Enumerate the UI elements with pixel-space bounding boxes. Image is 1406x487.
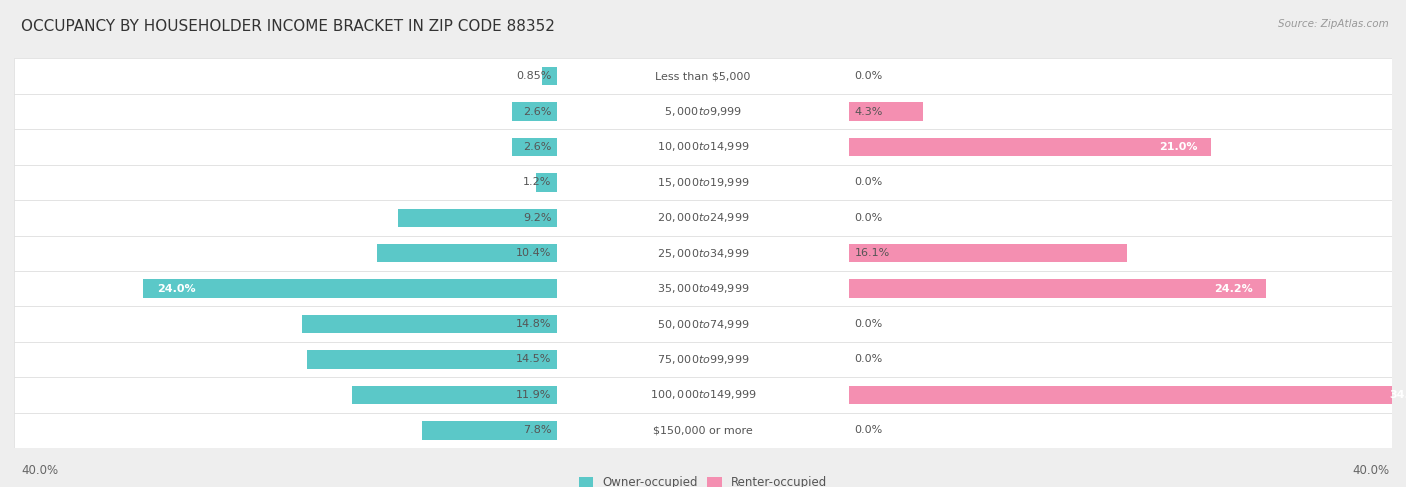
FancyBboxPatch shape <box>14 412 1392 448</box>
Text: 14.5%: 14.5% <box>516 355 551 364</box>
FancyBboxPatch shape <box>14 94 1392 129</box>
FancyBboxPatch shape <box>512 102 557 121</box>
Text: 24.2%: 24.2% <box>1213 283 1253 294</box>
FancyBboxPatch shape <box>849 102 924 121</box>
FancyBboxPatch shape <box>14 165 1392 200</box>
FancyBboxPatch shape <box>352 386 557 404</box>
FancyBboxPatch shape <box>512 138 557 156</box>
FancyBboxPatch shape <box>14 306 1392 342</box>
Text: 40.0%: 40.0% <box>21 464 58 477</box>
Text: 0.0%: 0.0% <box>855 71 883 81</box>
Text: 0.0%: 0.0% <box>855 213 883 223</box>
Text: 2.6%: 2.6% <box>523 142 551 152</box>
FancyBboxPatch shape <box>849 386 1406 404</box>
Text: $50,000 to $74,999: $50,000 to $74,999 <box>657 318 749 331</box>
FancyBboxPatch shape <box>377 244 557 262</box>
Legend: Owner-occupied, Renter-occupied: Owner-occupied, Renter-occupied <box>579 476 827 487</box>
Text: 9.2%: 9.2% <box>523 213 551 223</box>
Text: $20,000 to $24,999: $20,000 to $24,999 <box>657 211 749 225</box>
FancyBboxPatch shape <box>14 236 1392 271</box>
Text: 10.4%: 10.4% <box>516 248 551 258</box>
FancyBboxPatch shape <box>541 67 557 85</box>
FancyBboxPatch shape <box>14 271 1392 306</box>
FancyBboxPatch shape <box>398 208 557 227</box>
FancyBboxPatch shape <box>307 350 557 369</box>
Text: 24.0%: 24.0% <box>157 283 195 294</box>
Text: 2.6%: 2.6% <box>523 107 551 116</box>
Text: $150,000 or more: $150,000 or more <box>654 425 752 435</box>
Text: 11.9%: 11.9% <box>516 390 551 400</box>
FancyBboxPatch shape <box>536 173 557 191</box>
FancyBboxPatch shape <box>14 58 1392 94</box>
Text: 40.0%: 40.0% <box>1353 464 1389 477</box>
Text: Less than $5,000: Less than $5,000 <box>655 71 751 81</box>
Text: 34.4%: 34.4% <box>1389 390 1406 400</box>
Text: $75,000 to $99,999: $75,000 to $99,999 <box>657 353 749 366</box>
Text: 0.0%: 0.0% <box>855 425 883 435</box>
FancyBboxPatch shape <box>14 200 1392 236</box>
Text: $25,000 to $34,999: $25,000 to $34,999 <box>657 247 749 260</box>
FancyBboxPatch shape <box>14 377 1392 412</box>
FancyBboxPatch shape <box>143 280 557 298</box>
Text: 1.2%: 1.2% <box>523 177 551 187</box>
FancyBboxPatch shape <box>422 421 557 440</box>
Text: $5,000 to $9,999: $5,000 to $9,999 <box>664 105 742 118</box>
FancyBboxPatch shape <box>302 315 557 333</box>
Text: $10,000 to $14,999: $10,000 to $14,999 <box>657 140 749 153</box>
Text: 14.8%: 14.8% <box>516 319 551 329</box>
Text: OCCUPANCY BY HOUSEHOLDER INCOME BRACKET IN ZIP CODE 88352: OCCUPANCY BY HOUSEHOLDER INCOME BRACKET … <box>21 19 555 35</box>
Text: 0.0%: 0.0% <box>855 177 883 187</box>
Text: $15,000 to $19,999: $15,000 to $19,999 <box>657 176 749 189</box>
FancyBboxPatch shape <box>849 280 1267 298</box>
Text: 4.3%: 4.3% <box>855 107 883 116</box>
Text: $100,000 to $149,999: $100,000 to $149,999 <box>650 389 756 401</box>
FancyBboxPatch shape <box>14 342 1392 377</box>
Text: 16.1%: 16.1% <box>855 248 890 258</box>
Text: 0.0%: 0.0% <box>855 319 883 329</box>
FancyBboxPatch shape <box>14 129 1392 165</box>
Text: 0.0%: 0.0% <box>855 355 883 364</box>
Text: 7.8%: 7.8% <box>523 425 551 435</box>
Text: Source: ZipAtlas.com: Source: ZipAtlas.com <box>1278 19 1389 30</box>
FancyBboxPatch shape <box>849 244 1126 262</box>
FancyBboxPatch shape <box>849 138 1211 156</box>
Text: $35,000 to $49,999: $35,000 to $49,999 <box>657 282 749 295</box>
Text: 21.0%: 21.0% <box>1159 142 1198 152</box>
Text: 0.85%: 0.85% <box>516 71 551 81</box>
